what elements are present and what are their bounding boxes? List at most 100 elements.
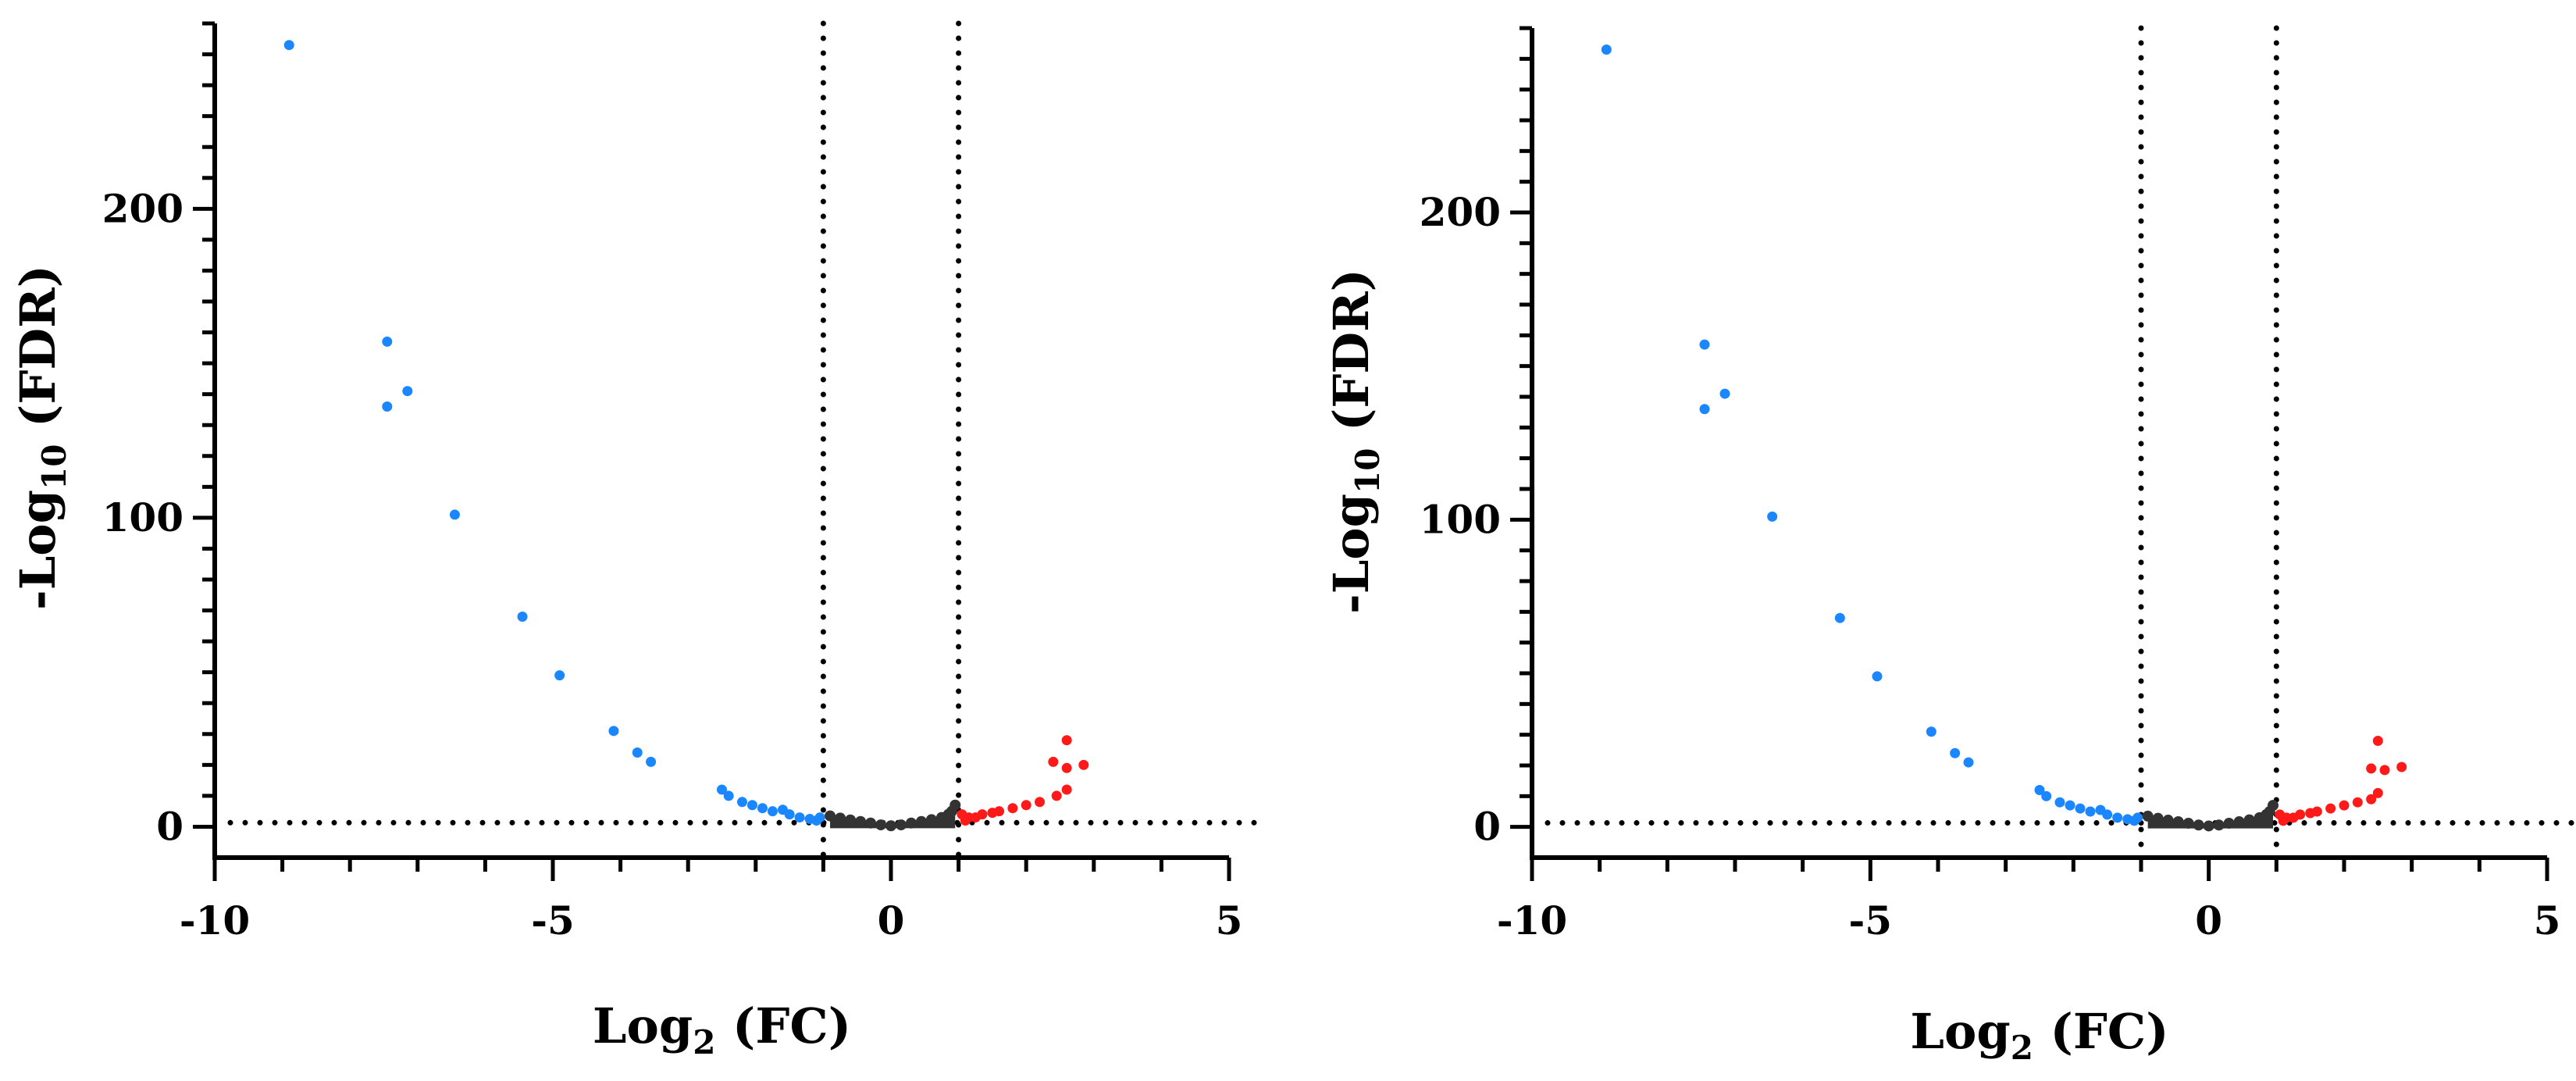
series-not-significant xyxy=(825,799,961,832)
x-axis-title: Log2 (FC) xyxy=(1910,1003,2168,1067)
data-point-up xyxy=(1048,756,1059,767)
axes: 0 100 200 -10 -5 0 5 xyxy=(1420,26,2561,944)
data-point-not-significant xyxy=(925,814,937,826)
x-tick-label: 0 xyxy=(878,897,905,944)
x-tick-label: -10 xyxy=(180,897,250,944)
data-point-down xyxy=(646,756,657,767)
data-point-not-significant xyxy=(855,815,867,827)
x-tick-label: 5 xyxy=(2534,897,2561,944)
data-point-up xyxy=(957,809,967,820)
data-point-not-significant xyxy=(845,814,857,826)
x-tick-label: -5 xyxy=(531,897,575,944)
data-point-down xyxy=(723,790,734,801)
y-tick-label: 100 xyxy=(102,494,183,540)
data-point-down xyxy=(1719,388,1730,399)
data-point-not-significant xyxy=(875,819,887,831)
data-point-up xyxy=(2372,736,2383,747)
data-point-down xyxy=(746,800,757,811)
threshold-lines xyxy=(227,20,1265,861)
data-point-down xyxy=(1963,757,1974,768)
data-point-down xyxy=(2085,806,2096,817)
series-up xyxy=(957,735,1089,826)
data-point-down xyxy=(2054,797,2065,808)
data-point-down xyxy=(1834,612,1845,623)
series-up xyxy=(2275,736,2407,826)
y-axis-title: -Log10 (FDR) xyxy=(9,265,73,610)
x-axis-title: Log2 (FC) xyxy=(593,997,851,1061)
data-point-down xyxy=(1699,339,1710,350)
data-point-down xyxy=(449,509,460,520)
data-point-up xyxy=(2372,787,2383,798)
data-point-not-significant xyxy=(885,820,896,832)
data-point-not-significant xyxy=(2223,817,2235,829)
data-point-down xyxy=(1601,45,1612,55)
data-point-down xyxy=(814,812,825,823)
data-point-down xyxy=(2102,809,2113,820)
y-tick-label: 200 xyxy=(102,185,183,231)
data-point-down xyxy=(608,726,619,737)
data-point-up xyxy=(2325,803,2336,814)
data-point-down xyxy=(2075,803,2086,814)
data-point-up xyxy=(2366,763,2377,774)
data-point-up xyxy=(1061,762,1072,773)
volcano-plot-left: 0 100 200 -10 -5 0 5 Log2 (FC) -Log10 (FDR) xyxy=(9,20,1265,1061)
series-not-significant xyxy=(2142,800,2278,832)
series-down xyxy=(1601,45,2143,826)
data-point-down xyxy=(2132,812,2143,823)
data-point-up xyxy=(1051,790,1062,801)
data-point-not-significant xyxy=(2243,814,2255,826)
data-point-up xyxy=(987,808,998,819)
data-point-not-significant xyxy=(2213,819,2225,831)
data-point-not-significant xyxy=(2142,810,2154,822)
data-point-not-significant xyxy=(2203,820,2214,832)
data-point-not-significant xyxy=(2162,815,2174,826)
data-point-not-significant xyxy=(835,812,846,824)
data-point-down xyxy=(283,40,294,51)
data-point-down xyxy=(382,336,393,347)
data-point-down xyxy=(784,809,795,820)
x-tick-label: 5 xyxy=(1216,897,1243,944)
data-point-not-significant xyxy=(905,817,917,829)
data-point-down xyxy=(2065,800,2075,811)
y-axis-title: -Log10 (FDR) xyxy=(1323,269,1387,614)
data-point-up xyxy=(2305,808,2316,819)
data-point-down xyxy=(517,611,528,622)
data-point-down xyxy=(402,386,413,397)
data-point-not-significant xyxy=(950,799,961,811)
data-point-up xyxy=(2366,794,2377,805)
series-down xyxy=(283,40,825,826)
data-point-up xyxy=(1078,759,1089,770)
data-point-not-significant xyxy=(895,819,907,831)
data-point-down xyxy=(2041,790,2052,801)
data-point-down xyxy=(767,806,778,817)
data-point-down xyxy=(1872,671,1883,682)
data-point-down xyxy=(1950,747,1961,758)
data-point-up xyxy=(1061,784,1072,795)
data-point-up xyxy=(2396,762,2407,772)
data-point-up xyxy=(1061,735,1072,746)
axes: 0 100 200 -10 -5 0 5 xyxy=(102,21,1243,944)
y-tick-label: 200 xyxy=(1420,189,1501,235)
data-point-down xyxy=(554,670,565,681)
data-point-up xyxy=(2275,809,2286,820)
data-point-up xyxy=(1021,800,1031,811)
x-tick-label: -10 xyxy=(1497,897,1567,944)
data-point-not-significant xyxy=(2193,819,2204,831)
data-point-down xyxy=(632,747,643,758)
data-point-down xyxy=(2112,812,2123,823)
data-point-down xyxy=(717,784,727,795)
data-point-not-significant xyxy=(2152,812,2164,824)
data-point-up xyxy=(2352,797,2363,808)
volcano-plot-right: 0 100 200 -10 -5 0 5 Log2 (FC) -Log10 (FDR) xyxy=(1323,25,2576,1067)
data-point-not-significant xyxy=(825,810,836,822)
data-point-down xyxy=(2034,784,2045,795)
data-point-down xyxy=(1926,726,1936,737)
y-tick-label: 0 xyxy=(156,803,183,849)
x-tick-label: -5 xyxy=(1849,897,1893,944)
data-point-up xyxy=(1007,803,1018,814)
y-tick-label: 100 xyxy=(1420,496,1501,542)
data-point-down xyxy=(794,812,805,823)
data-point-down xyxy=(1699,404,1710,415)
